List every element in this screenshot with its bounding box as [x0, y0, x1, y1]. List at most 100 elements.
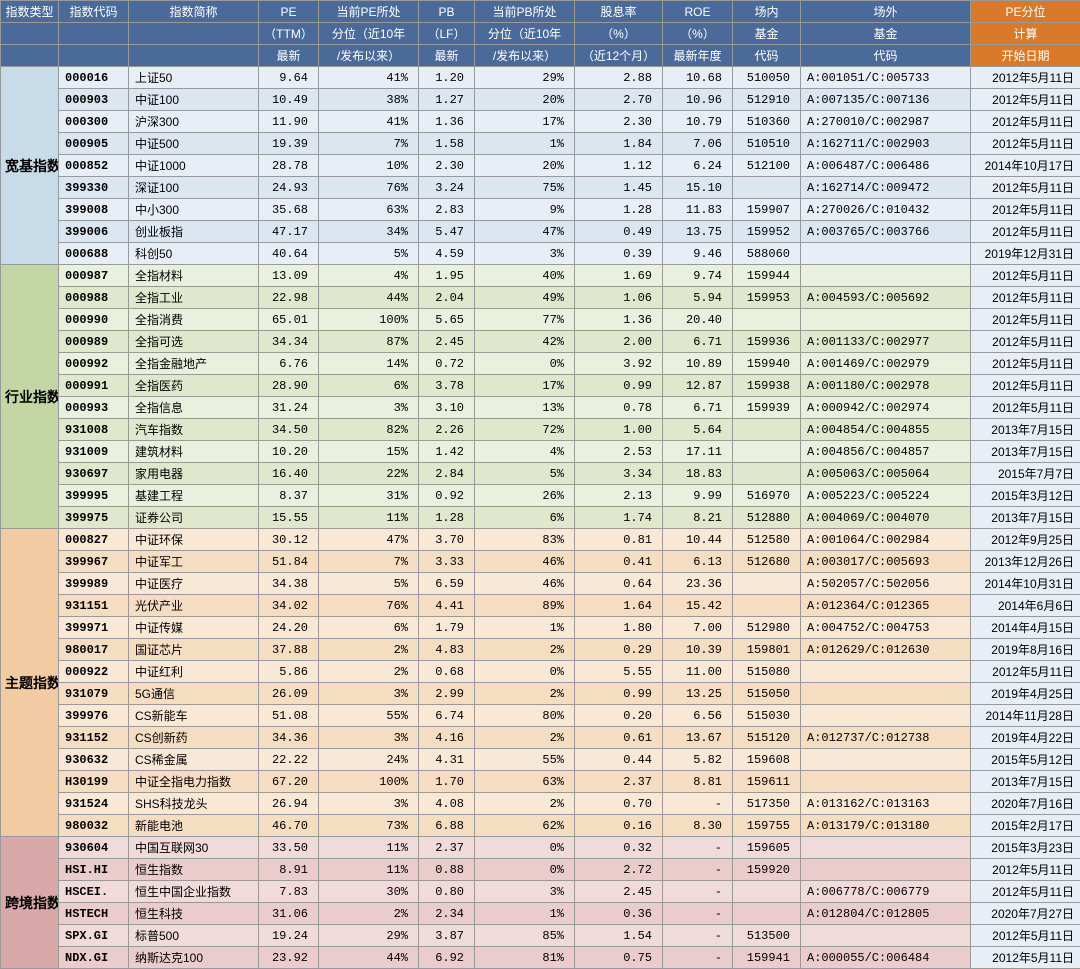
index-name: 上证50 — [129, 67, 259, 89]
pe-value: 47.17 — [259, 221, 319, 243]
pb-value: 6.92 — [419, 947, 475, 969]
pe-percentile: 6% — [319, 617, 419, 639]
dividend-yield: 1.69 — [575, 265, 663, 287]
etf-code: 513500 — [733, 925, 801, 947]
dividend-yield: 1.54 — [575, 925, 663, 947]
header-cell — [1, 45, 59, 67]
index-name: CS稀金属 — [129, 749, 259, 771]
index-code: 399975 — [59, 507, 129, 529]
category-cell: 跨境指数 — [1, 837, 59, 969]
pb-value: 4.59 — [419, 243, 475, 265]
header-cell — [59, 23, 129, 45]
otc-fund-code — [801, 749, 971, 771]
dividend-yield: 0.39 — [575, 243, 663, 265]
roe-value: 6.71 — [663, 331, 733, 353]
pe-percentile: 14% — [319, 353, 419, 375]
header-cell: 分位（近10年 — [475, 23, 575, 45]
etf-code: 159953 — [733, 287, 801, 309]
index-code: 931152 — [59, 727, 129, 749]
index-name: 家用电器 — [129, 463, 259, 485]
etf-code: 512100 — [733, 155, 801, 177]
index-name: SHS科技龙头 — [129, 793, 259, 815]
pe-percentile: 4% — [319, 265, 419, 287]
pe-percentile: 87% — [319, 331, 419, 353]
start-date: 2012年5月11日 — [971, 881, 1080, 903]
pe-percentile: 63% — [319, 199, 419, 221]
dividend-yield: 0.99 — [575, 375, 663, 397]
index-name: 恒生指数 — [129, 859, 259, 881]
roe-value: 11.83 — [663, 199, 733, 221]
dividend-yield: 0.41 — [575, 551, 663, 573]
pe-percentile: 73% — [319, 815, 419, 837]
roe-value: 8.81 — [663, 771, 733, 793]
start-date: 2012年5月11日 — [971, 925, 1080, 947]
pb-percentile: 75% — [475, 177, 575, 199]
pe-percentile: 30% — [319, 881, 419, 903]
index-code: 399971 — [59, 617, 129, 639]
index-name: 中证1000 — [129, 155, 259, 177]
dividend-yield: 1.28 — [575, 199, 663, 221]
otc-fund-code: A:005223/C:005224 — [801, 485, 971, 507]
index-name: 光伏产业 — [129, 595, 259, 617]
start-date: 2015年3月23日 — [971, 837, 1080, 859]
pb-value: 5.65 — [419, 309, 475, 331]
table-row: 931009建筑材料10.2015%1.424%2.5317.11A:00485… — [1, 441, 1080, 463]
pe-value: 19.24 — [259, 925, 319, 947]
roe-value: 6.24 — [663, 155, 733, 177]
pe-value: 40.64 — [259, 243, 319, 265]
etf-code: 515120 — [733, 727, 801, 749]
pb-percentile: 2% — [475, 793, 575, 815]
start-date: 2013年12月26日 — [971, 551, 1080, 573]
pb-value: 1.28 — [419, 507, 475, 529]
etf-code: 510360 — [733, 111, 801, 133]
etf-code: 159940 — [733, 353, 801, 375]
dividend-yield: 2.30 — [575, 111, 663, 133]
pe-value: 34.34 — [259, 331, 319, 353]
pb-percentile: 13% — [475, 397, 575, 419]
table-row: 宽基指数000016上证509.6441%1.2029%2.8810.68510… — [1, 67, 1080, 89]
index-name: 全指金融地产 — [129, 353, 259, 375]
roe-value: 5.64 — [663, 419, 733, 441]
pb-percentile: 0% — [475, 859, 575, 881]
table-row: 000922中证红利5.862%0.680%5.5511.00515080201… — [1, 661, 1080, 683]
table-row: 000688科创5040.645%4.593%0.399.46588060201… — [1, 243, 1080, 265]
pb-percentile: 0% — [475, 353, 575, 375]
roe-value: 8.30 — [663, 815, 733, 837]
start-date: 2012年9月25日 — [971, 529, 1080, 551]
table-row: 399976CS新能车51.0855%6.7480%0.206.56515030… — [1, 705, 1080, 727]
otc-fund-code — [801, 837, 971, 859]
table-row: 跨境指数930604中国互联网3033.5011%2.370%0.32-1596… — [1, 837, 1080, 859]
header-cell: /发布以来） — [319, 45, 419, 67]
index-name: 中证环保 — [129, 529, 259, 551]
roe-value: - — [663, 881, 733, 903]
start-date: 2013年7月15日 — [971, 771, 1080, 793]
pe-value: 34.38 — [259, 573, 319, 595]
pe-value: 35.68 — [259, 199, 319, 221]
otc-fund-code: A:012629/C:012630 — [801, 639, 971, 661]
pe-percentile: 2% — [319, 639, 419, 661]
otc-fund-code: A:005063/C:005064 — [801, 463, 971, 485]
pb-percentile: 17% — [475, 375, 575, 397]
dividend-yield: 2.53 — [575, 441, 663, 463]
pe-value: 15.55 — [259, 507, 319, 529]
index-name: CS创新药 — [129, 727, 259, 749]
index-code: 980017 — [59, 639, 129, 661]
start-date: 2014年4月15日 — [971, 617, 1080, 639]
pb-value: 3.78 — [419, 375, 475, 397]
etf-code: 515050 — [733, 683, 801, 705]
pe-value: 31.06 — [259, 903, 319, 925]
start-date: 2012年5月11日 — [971, 265, 1080, 287]
index-name: 中国互联网30 — [129, 837, 259, 859]
table-row: 000989全指可选34.3487%2.4542%2.006.71159936A… — [1, 331, 1080, 353]
dividend-yield: 2.00 — [575, 331, 663, 353]
pe-percentile: 11% — [319, 859, 419, 881]
index-name: 纳斯达克100 — [129, 947, 259, 969]
roe-value: 17.11 — [663, 441, 733, 463]
pb-percentile: 42% — [475, 331, 575, 353]
pe-value: 22.98 — [259, 287, 319, 309]
dividend-yield: 0.64 — [575, 573, 663, 595]
pb-percentile: 29% — [475, 67, 575, 89]
table-row: 931152CS创新药34.363%4.162%0.6113.67515120A… — [1, 727, 1080, 749]
otc-fund-code: A:012364/C:012365 — [801, 595, 971, 617]
index-code: 000989 — [59, 331, 129, 353]
